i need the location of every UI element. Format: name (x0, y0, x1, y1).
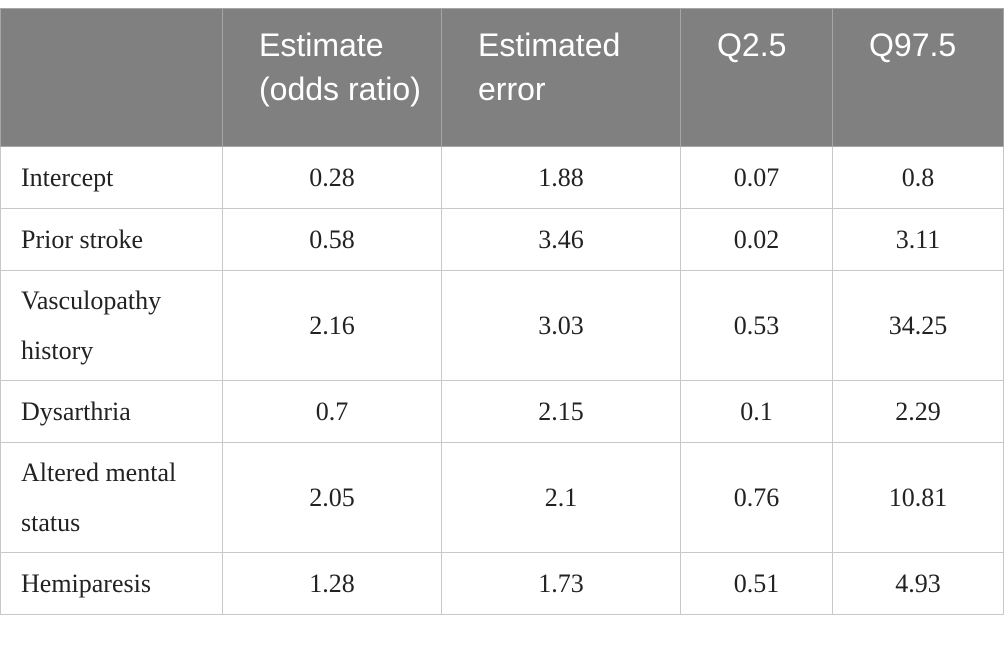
value-cell: 0.07 (680, 146, 833, 209)
header-cell: Estimate (odds ratio) (222, 8, 442, 147)
table-row: Dysarthria 0.7 2.15 0.1 2.29 (0, 380, 1004, 443)
row-label: Prior stroke (0, 208, 223, 271)
row-label: Dysarthria (0, 380, 223, 443)
header-cell: Q2.5 (680, 8, 833, 147)
table-row: Altered mental status 2.05 2.1 0.76 10.81 (0, 442, 1004, 553)
table-row: Prior stroke 0.58 3.46 0.02 3.11 (0, 208, 1004, 271)
value-cell: 2.05 (222, 442, 442, 553)
header-row: Estimate (odds ratio) Estimated error Q2… (0, 8, 1004, 147)
value-cell: 2.1 (441, 442, 681, 553)
table-row: Vasculopathy history 2.16 3.03 0.53 34.25 (0, 270, 1004, 381)
row-label: Vasculopathy history (0, 270, 223, 381)
table-body: Intercept 0.28 1.88 0.07 0.8 Prior stroke 0.58… (0, 146, 1004, 615)
value-cell: 0.8 (832, 146, 1004, 209)
value-cell: 1.88 (441, 146, 681, 209)
value-cell: 0.1 (680, 380, 833, 443)
value-cell: 3.03 (441, 270, 681, 381)
value-cell: 4.93 (832, 552, 1004, 615)
value-cell: 0.76 (680, 442, 833, 553)
header-cell: Estimated error (441, 8, 681, 147)
value-cell: 1.28 (222, 552, 442, 615)
value-cell: 10.81 (832, 442, 1004, 553)
data-table: Estimate (odds ratio) Estimated error Q2… (0, 8, 1004, 615)
row-label: Altered mental status (0, 442, 223, 553)
value-cell: 2.15 (441, 380, 681, 443)
table-row: Hemiparesis 1.28 1.73 0.51 4.93 (0, 552, 1004, 615)
value-cell: 0.02 (680, 208, 833, 271)
value-cell: 0.58 (222, 208, 442, 271)
value-cell: 0.28 (222, 146, 442, 209)
value-cell: 3.46 (441, 208, 681, 271)
table-row: Intercept 0.28 1.88 0.07 0.8 (0, 146, 1004, 209)
value-cell: 1.73 (441, 552, 681, 615)
value-cell: 0.51 (680, 552, 833, 615)
row-label: Intercept (0, 146, 223, 209)
page: Estimate (odds ratio) Estimated error Q2… (0, 8, 1005, 645)
value-cell: 2.29 (832, 380, 1004, 443)
value-cell: 0.7 (222, 380, 442, 443)
header-cell (0, 8, 223, 147)
header-cell: Q97.5 (832, 8, 1004, 147)
value-cell: 34.25 (832, 270, 1004, 381)
value-cell: 0.53 (680, 270, 833, 381)
value-cell: 2.16 (222, 270, 442, 381)
value-cell: 3.11 (832, 208, 1004, 271)
row-label: Hemiparesis (0, 552, 223, 615)
